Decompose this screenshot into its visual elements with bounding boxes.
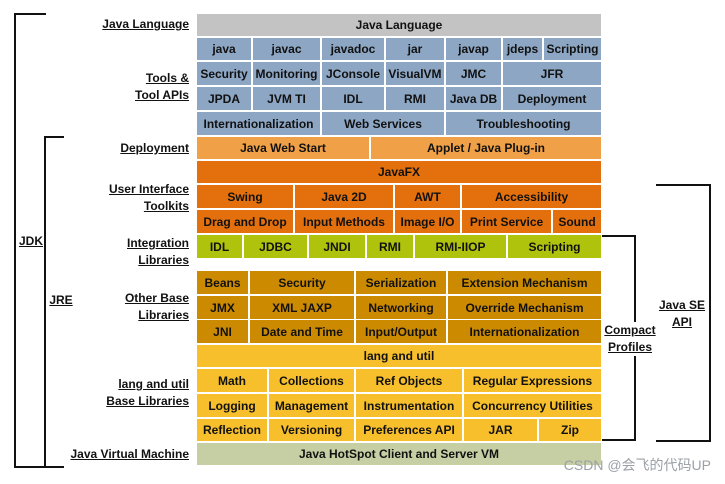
java-se-api-bracket — [656, 184, 711, 442]
other-xml-jaxp: XML JAXP — [250, 296, 354, 319]
integ-rmi-iiop: RMI-IIOP — [415, 235, 506, 258]
java-language-cell: Java Language — [197, 14, 601, 36]
tool-troubleshooting: Troubleshooting — [446, 112, 601, 135]
lu-ref-objects: Ref Objects — [356, 369, 462, 392]
ui-print-service: Print Service — [462, 210, 551, 233]
integ-idl: IDL — [197, 235, 242, 258]
layer-label-java-language: Java Language — [102, 17, 189, 31]
other-serialization: Serialization — [356, 271, 446, 294]
integ-rmi: RMI — [367, 235, 413, 258]
lu-instrumentation: Instrumentation — [356, 394, 462, 417]
lu-math: Math — [197, 369, 267, 392]
deploy-web-start: Java Web Start — [197, 137, 369, 159]
other-jni: JNI — [197, 320, 248, 343]
lu-management: Management — [269, 394, 354, 417]
layer-label-deployment: Deployment — [120, 141, 189, 155]
other-extension-mechanism: Extension Mechanism — [448, 271, 601, 294]
ui-accessibility: Accessibility — [462, 185, 601, 208]
jdk-bracket — [14, 13, 46, 468]
other-jmx: JMX — [197, 296, 248, 319]
tool-javadoc: javadoc — [322, 38, 384, 60]
tool-scripting: Scripting — [544, 38, 601, 60]
lu-logging: Logging — [197, 394, 267, 417]
tool-javac: javac — [253, 38, 320, 60]
layer-label-tools: Tools & Tool APIs — [135, 71, 189, 102]
tool-jconsole: JConsole — [322, 62, 384, 85]
lu-jar: JAR — [464, 419, 537, 441]
ui-swing: Swing — [197, 185, 293, 208]
ui-awt: AWT — [395, 185, 460, 208]
layer-label-lang-util: lang and util Base Libraries — [106, 377, 189, 408]
other-beans: Beans — [197, 271, 248, 294]
tool-security: Security — [197, 62, 251, 85]
integ-scripting: Scripting — [508, 235, 601, 258]
tool-jmc: JMC — [446, 62, 501, 85]
tool-jar: jar — [386, 38, 444, 60]
jre-label: JRE — [48, 292, 74, 309]
layer-label-other-base: Other Base Libraries — [124, 291, 189, 322]
tool-web-services: Web Services — [322, 112, 444, 135]
ui-java2d: Java 2D — [295, 185, 393, 208]
other-internationalization: Internationalization — [448, 320, 601, 343]
ui-input-methods: Input Methods — [295, 210, 393, 233]
tool-javap: javap — [446, 38, 501, 60]
javafx-cell: JavaFX — [197, 161, 601, 183]
lu-preferences-api: Preferences API — [356, 419, 462, 441]
lang-util-cell: lang and util — [197, 345, 601, 367]
integ-jdbc: JDBC — [244, 235, 307, 258]
lu-concurrency-utilities: Concurrency Utilities — [464, 394, 601, 417]
csdn-watermark: CSDN @会飞的代码UP — [563, 457, 711, 473]
tool-deployment: Deployment — [503, 87, 601, 110]
lu-versioning: Versioning — [269, 419, 354, 441]
ui-drag-drop: Drag and Drop — [197, 210, 293, 233]
deploy-applet-plugin: Applet / Java Plug-in — [371, 137, 601, 159]
jdk-label: JDK — [18, 233, 44, 250]
ui-image-io: Image I/O — [395, 210, 460, 233]
integ-jndi: JNDI — [309, 235, 365, 258]
tool-jpda: JPDA — [197, 87, 251, 110]
compact-profiles-label: Compact Profiles — [603, 322, 657, 356]
tool-jdeps: jdeps — [503, 38, 542, 60]
jvm-hotspot-cell: Java HotSpot Client and Server VM — [197, 443, 601, 465]
tool-internationalization: Internationalization — [197, 112, 320, 135]
lu-reflection: Reflection — [197, 419, 267, 441]
tool-jvmti: JVM TI — [253, 87, 320, 110]
other-input-output: Input/Output — [356, 320, 446, 343]
layer-label-ui-toolkits: User Interface Toolkits — [108, 182, 189, 213]
other-networking: Networking — [356, 296, 446, 319]
lu-collections: Collections — [269, 369, 354, 392]
jre-bracket — [44, 136, 64, 468]
lu-zip: Zip — [539, 419, 601, 441]
tool-java: java — [197, 38, 251, 60]
lu-regular-expressions: Regular Expressions — [464, 369, 601, 392]
tool-jfr: JFR — [503, 62, 601, 85]
layer-label-integration: Integration Libraries — [127, 236, 189, 267]
tool-rmi: RMI — [386, 87, 444, 110]
tool-idl: IDL — [322, 87, 384, 110]
tool-monitoring: Monitoring — [253, 62, 320, 85]
ui-sound: Sound — [553, 210, 601, 233]
tool-visualvm: VisualVM — [386, 62, 444, 85]
java-se-api-label: Java SE API — [657, 297, 707, 331]
layer-label-jvm: Java Virtual Machine — [70, 447, 190, 461]
tool-javadb: Java DB — [446, 87, 501, 110]
other-date-time: Date and Time — [250, 320, 354, 343]
other-override-mechanism: Override Mechanism — [448, 296, 601, 319]
other-security: Security — [250, 271, 354, 294]
